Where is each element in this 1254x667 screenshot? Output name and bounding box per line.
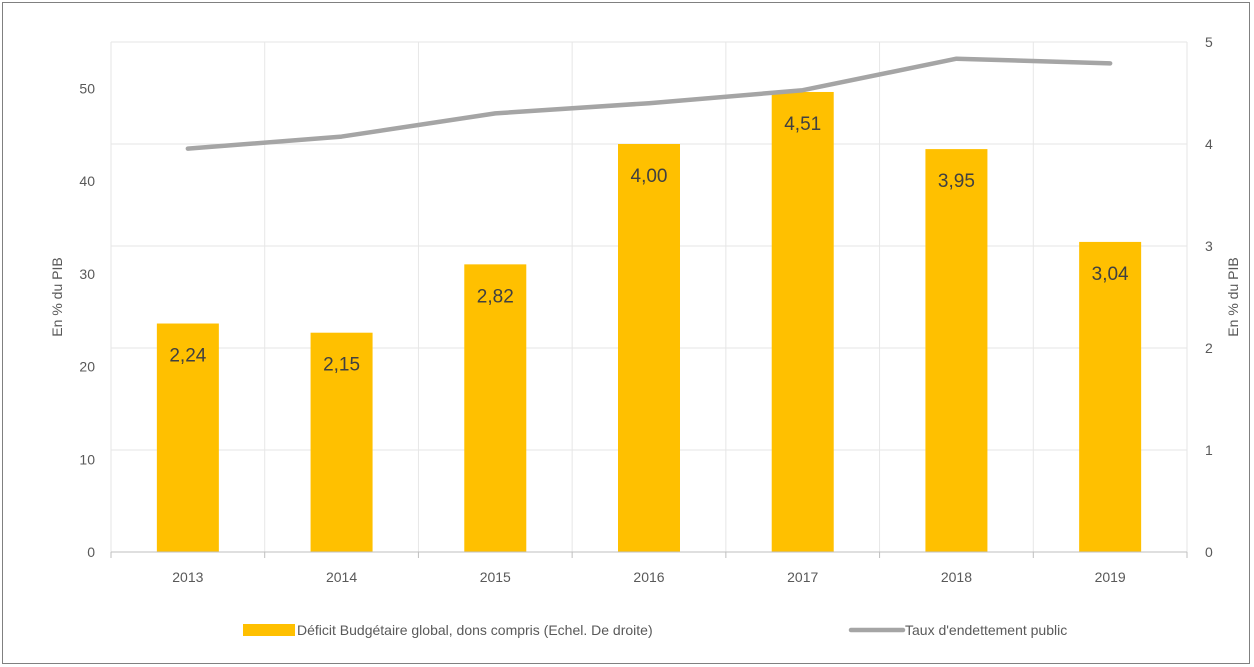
left-axis-title: En % du PIB xyxy=(49,257,65,336)
bar-series xyxy=(156,91,1142,553)
right-tick-1: 1 xyxy=(1205,442,1213,458)
bar-label-2018: 3,95 xyxy=(938,171,975,192)
bar-2018 xyxy=(925,149,988,552)
bar-2016 xyxy=(618,144,680,552)
bar-label-2017: 4,51 xyxy=(784,114,821,135)
bar-2019 xyxy=(1079,241,1142,553)
bar-2017 xyxy=(771,91,834,552)
bar-2013 xyxy=(156,323,219,552)
right-tick-3: 3 xyxy=(1205,238,1213,254)
bar-label-2013: 2,24 xyxy=(169,346,206,367)
x-tick-2013: 2013 xyxy=(172,569,203,585)
x-tick-2015: 2015 xyxy=(480,569,511,585)
right-axis-title: En % du PIB xyxy=(1225,257,1241,336)
bar-label-2019: 3,04 xyxy=(1092,264,1129,285)
line-series xyxy=(185,56,1113,151)
left-tick-20: 20 xyxy=(79,359,95,375)
x-tick-2016: 2016 xyxy=(633,569,664,585)
legend: Déficit Budgétaire global, dons compris … xyxy=(243,622,1067,638)
bar-2014 xyxy=(310,332,373,552)
right-tick-0: 0 xyxy=(1205,544,1213,560)
legend-swatch-bar xyxy=(243,624,295,636)
x-tick-2014: 2014 xyxy=(326,569,357,585)
right-tick-4: 4 xyxy=(1205,136,1213,152)
x-tick-2018: 2018 xyxy=(941,569,972,585)
bar-label-2014: 2,15 xyxy=(323,355,360,376)
left-tick-50: 50 xyxy=(79,80,95,96)
right-tick-5: 5 xyxy=(1205,34,1213,50)
legend-label-line: Taux d'endettement public xyxy=(905,622,1067,638)
left-tick-40: 40 xyxy=(79,173,95,189)
left-tick-0: 0 xyxy=(87,544,95,560)
left-tick-30: 30 xyxy=(79,266,95,282)
x-tick-2017: 2017 xyxy=(787,569,818,585)
bar-data-labels: 2,24 2,15 2,82 4,00 4,51 3,95 3,04 xyxy=(169,114,1129,376)
bar-2015 xyxy=(464,264,527,552)
right-tick-2: 2 xyxy=(1205,340,1213,356)
left-tick-10: 10 xyxy=(79,451,95,467)
bar-label-2016: 4,00 xyxy=(631,166,668,187)
axes: 2013 2014 2015 2016 2017 2018 2019 0 10 20 30 40 50 0… xyxy=(49,34,1241,585)
gridlines xyxy=(110,41,1188,552)
x-tick-2019: 2019 xyxy=(1095,569,1126,585)
legend-label-bar: Déficit Budgétaire global, dons compris … xyxy=(297,622,653,638)
debt-line xyxy=(185,56,1113,151)
bar-label-2015: 2,82 xyxy=(477,286,514,307)
